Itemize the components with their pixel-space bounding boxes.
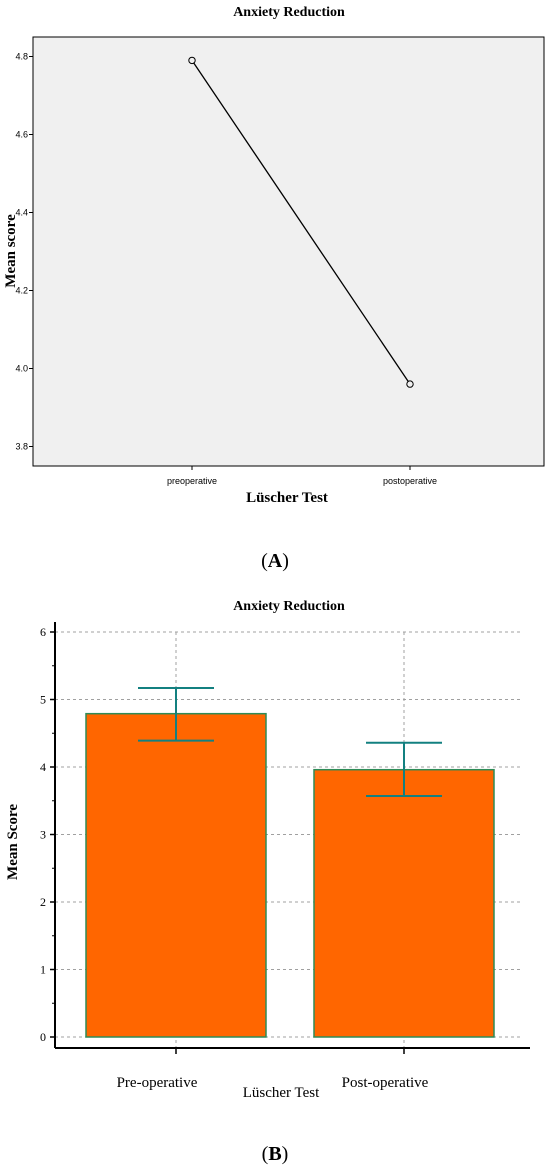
chart-b: Anxiety Reduction 0 1 2 3 4 5 6 Pre-operative P… bbox=[5, 599, 530, 1165]
chart-b-bar bbox=[313, 768, 495, 1038]
chart-b-ytick-label: 4 bbox=[40, 760, 46, 774]
chart-a-ytick-label: 3.8 bbox=[15, 442, 28, 452]
chart-b-ytick-label: 1 bbox=[40, 963, 46, 977]
chart-a-ytick-label: 4.2 bbox=[15, 286, 28, 296]
chart-a-xlabel: Lüscher Test bbox=[246, 490, 328, 506]
chart-b-ytick-label: 0 bbox=[40, 1030, 46, 1044]
chart-a-title: Anxiety Reduction bbox=[233, 5, 345, 20]
chart-a-ytick-label: 4.4 bbox=[15, 208, 28, 218]
panel-b-letter: B bbox=[268, 1143, 281, 1165]
chart-b-ytick-label: 2 bbox=[40, 895, 46, 909]
panel-a-letter: A bbox=[268, 550, 283, 572]
chart-a-series-line bbox=[191, 60, 411, 385]
chart-b-bar bbox=[85, 712, 267, 1038]
chart-b-ytick-label: 5 bbox=[40, 693, 46, 707]
chart-a-plot-area bbox=[32, 36, 545, 467]
chart-a-ytick-label: 4.8 bbox=[15, 52, 28, 62]
chart-b-xtick-label: Post-operative bbox=[342, 1075, 429, 1091]
chart-a-ytick-label: 4.0 bbox=[15, 364, 28, 374]
chart-b-ylabel: Mean Score bbox=[5, 804, 21, 880]
chart-b-title: Anxiety Reduction bbox=[233, 599, 345, 614]
panel-b-label: (B) bbox=[262, 1143, 289, 1165]
chart-b-xlabel: Lüscher Test bbox=[243, 1085, 320, 1101]
chart-a-ylabel: Mean score bbox=[3, 214, 19, 288]
chart-b-ytick-label: 6 bbox=[40, 625, 46, 639]
panel-a-label: (A) bbox=[261, 550, 289, 572]
chart-b-xtick-label: Pre-operative bbox=[117, 1075, 198, 1091]
chart-a-ytick-label: 4.6 bbox=[15, 130, 28, 140]
chart-b-ytick-label: 3 bbox=[40, 828, 46, 842]
chart-a: Anxiety Reduction 3.8 4.0 4.2 4.4 4.6 4.8 pre… bbox=[3, 5, 545, 572]
chart-a-xtick-label: postoperative bbox=[383, 476, 437, 486]
chart-a-xtick-label: preoperative bbox=[167, 476, 217, 486]
chart-a-point bbox=[406, 380, 414, 388]
chart-a-point bbox=[188, 56, 196, 65]
